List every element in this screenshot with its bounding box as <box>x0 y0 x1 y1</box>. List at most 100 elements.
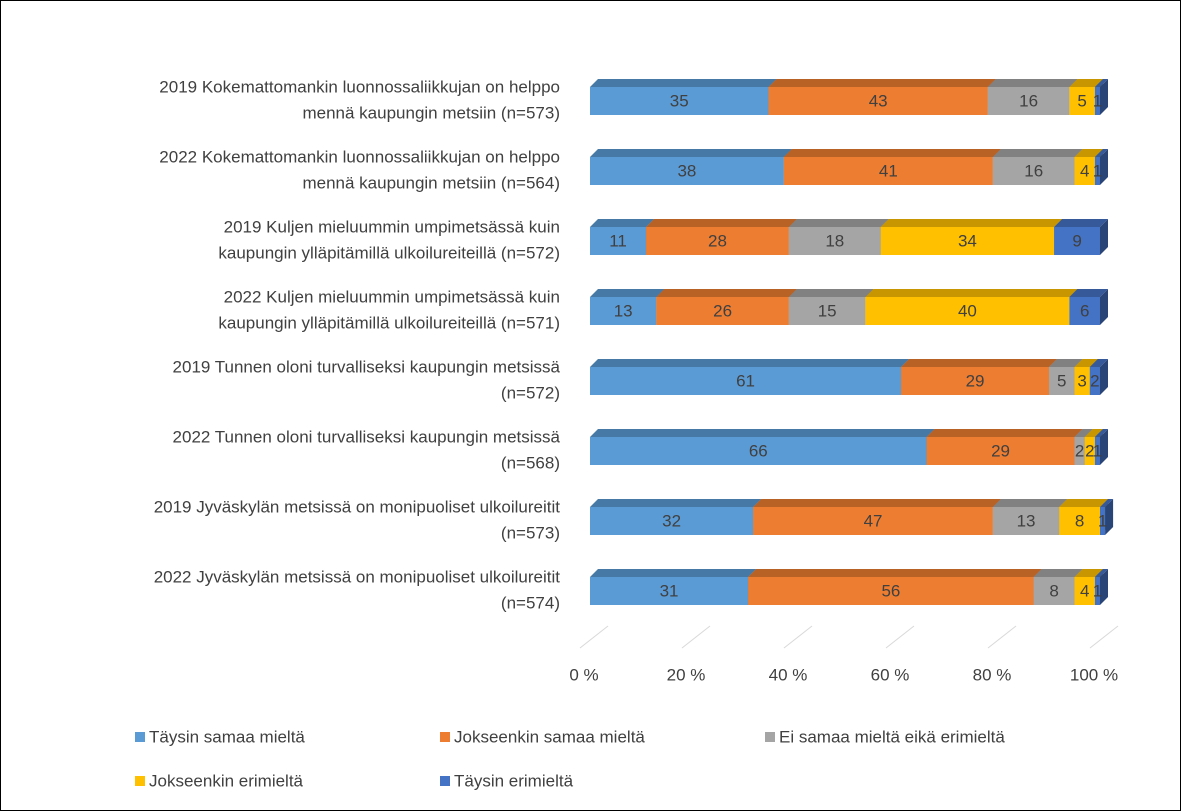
bar <box>1059 507 1100 535</box>
bar-side <box>1100 429 1108 465</box>
legend-swatch <box>440 732 450 742</box>
value-label: 15 <box>818 301 837 320</box>
value-label: 1 <box>1093 581 1102 600</box>
bar <box>1094 577 1100 605</box>
bar-top <box>1089 359 1108 367</box>
bar <box>590 227 647 255</box>
bar-top <box>1033 569 1083 577</box>
value-label: 34 <box>958 231 977 250</box>
bar <box>901 367 1049 395</box>
bar <box>1054 227 1100 255</box>
bar-top <box>753 499 1001 507</box>
bar-top <box>926 429 1083 437</box>
value-label: 16 <box>1024 161 1043 180</box>
floor-tick <box>681 625 711 649</box>
bar-side <box>1100 359 1108 395</box>
bar-top <box>865 289 1078 297</box>
bar <box>1069 87 1095 115</box>
x-tick-label: 20 % <box>667 665 706 684</box>
bar <box>590 87 769 115</box>
value-label: 6 <box>1080 301 1089 320</box>
value-label: 1 <box>1093 161 1102 180</box>
value-label: 1 <box>1093 441 1102 460</box>
bar-top <box>768 79 996 87</box>
category-label: 2019 Kuljen mieluummin umpimetsässä kuin <box>224 217 560 236</box>
bar <box>1089 367 1100 395</box>
bar <box>992 157 1075 185</box>
value-label: 40 <box>958 301 977 320</box>
bar-top <box>590 569 757 577</box>
value-label: 28 <box>708 231 727 250</box>
bar-top <box>1084 429 1103 437</box>
bar-top <box>992 499 1068 507</box>
value-label: 29 <box>991 441 1010 460</box>
bar <box>1094 437 1100 465</box>
value-label: 56 <box>881 581 900 600</box>
category-label: mennä kaupungin metsiin (n=564) <box>302 173 560 192</box>
bar-top <box>1094 429 1108 437</box>
value-label: 4 <box>1080 161 1089 180</box>
value-label: 2 <box>1075 441 1084 460</box>
bar-side <box>1105 499 1114 535</box>
bar-top <box>1059 499 1108 507</box>
bar-top <box>1094 79 1108 87</box>
bar <box>926 437 1075 465</box>
bar <box>1094 87 1100 115</box>
bar <box>1074 577 1095 605</box>
bar <box>1100 507 1106 535</box>
bar <box>1084 437 1095 465</box>
bar-side <box>1100 289 1108 325</box>
value-label: 8 <box>1075 511 1084 530</box>
bar <box>1074 367 1090 395</box>
bar-top <box>590 429 935 437</box>
bar <box>788 227 881 255</box>
bar-top <box>1054 219 1108 227</box>
value-label: 41 <box>879 161 898 180</box>
bar-top <box>646 219 797 227</box>
bar <box>992 507 1060 535</box>
bar-top <box>901 359 1057 367</box>
value-label: 29 <box>966 371 985 390</box>
bar-top <box>1100 499 1114 507</box>
category-label: (n=572) <box>501 383 560 402</box>
value-label: 16 <box>1019 91 1038 110</box>
bar <box>590 367 902 395</box>
x-tick-label: 40 % <box>769 665 808 684</box>
value-label: 18 <box>825 231 844 250</box>
bar-top <box>1074 569 1103 577</box>
legend-label: Täysin erimieltä <box>454 771 574 790</box>
bar-top <box>590 289 665 297</box>
bar <box>1074 157 1095 185</box>
bar-top <box>590 79 777 87</box>
bar-top <box>880 219 1063 227</box>
value-label: 8 <box>1049 581 1058 600</box>
bar <box>788 297 866 325</box>
bar <box>1069 297 1100 325</box>
value-label: 43 <box>869 91 888 110</box>
bar-top <box>590 359 910 367</box>
value-label: 13 <box>1017 511 1036 530</box>
x-tick-label: 80 % <box>973 665 1012 684</box>
legend-swatch <box>135 732 145 742</box>
bar <box>590 157 784 185</box>
bar <box>1074 437 1085 465</box>
category-label: (n=574) <box>501 593 560 612</box>
bar <box>1033 577 1075 605</box>
floor-tick <box>783 625 813 649</box>
floor-tick <box>579 625 609 649</box>
bar-top <box>1069 79 1103 87</box>
value-label: 13 <box>614 301 633 320</box>
category-label: mennä kaupungin metsiin (n=573) <box>302 103 560 122</box>
bar <box>646 227 789 255</box>
category-label: (n=568) <box>501 453 560 472</box>
floor-tick <box>885 625 915 649</box>
bar-top <box>1094 569 1108 577</box>
legend-swatch <box>135 776 145 786</box>
bar <box>880 227 1055 255</box>
category-label: 2019 Kokemattomankin luonnossaliikkujan … <box>159 77 560 96</box>
category-label: kaupungin ylläpitämillä ulkoilureiteillä… <box>218 313 560 332</box>
bar-top <box>590 499 762 507</box>
value-label: 66 <box>749 441 768 460</box>
